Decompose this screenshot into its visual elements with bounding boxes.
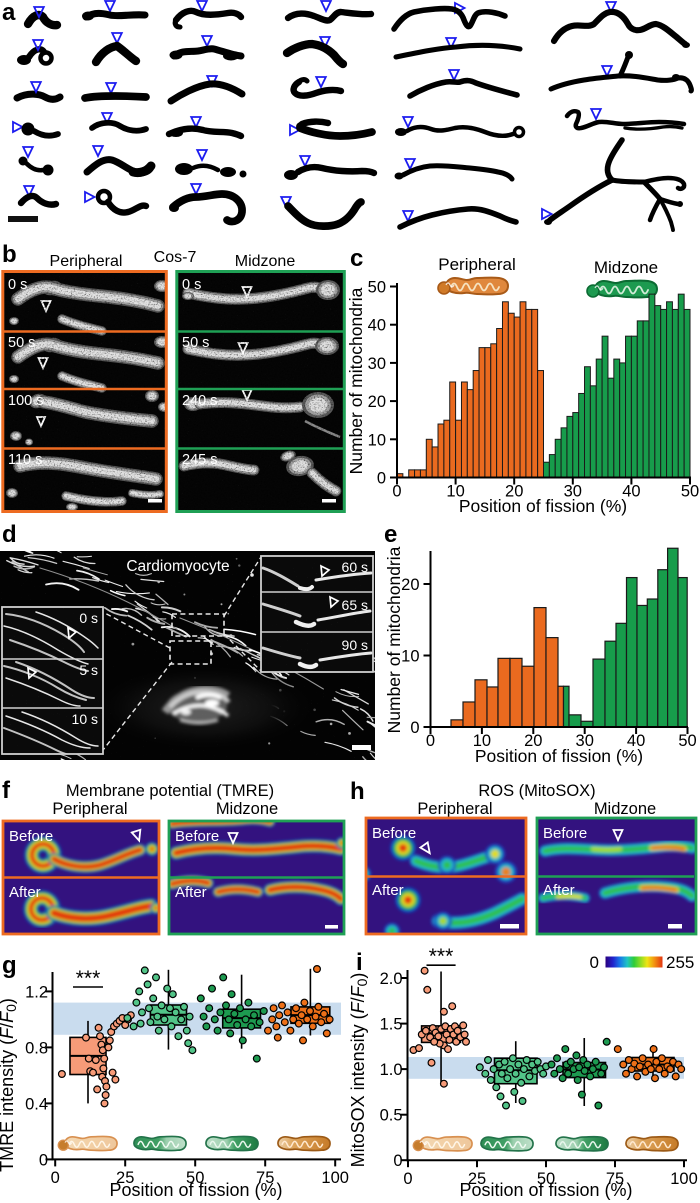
svg-text:0.5: 0.5 xyxy=(380,1107,403,1125)
svg-text:10: 10 xyxy=(368,431,386,449)
svg-text:50 s: 50 s xyxy=(8,335,35,351)
svg-text:Position of fission (%): Position of fission (%) xyxy=(475,746,643,766)
svg-text:1.2: 1.2 xyxy=(25,983,48,1001)
svg-text:0 s: 0 s xyxy=(182,277,201,293)
svg-text:20: 20 xyxy=(401,576,419,594)
svg-text:30: 30 xyxy=(368,355,386,373)
svg-text:50: 50 xyxy=(368,279,386,297)
svg-text:25: 25 xyxy=(468,1170,486,1188)
svg-text:20: 20 xyxy=(368,393,386,411)
svg-text:b: b xyxy=(2,241,17,268)
svg-text:50: 50 xyxy=(186,1169,204,1187)
svg-text:0: 0 xyxy=(377,470,386,488)
svg-text:Position of fission (%): Position of fission (%) xyxy=(109,1180,282,1200)
svg-text:Peripheral: Peripheral xyxy=(438,255,516,274)
svg-text:0: 0 xyxy=(426,732,435,750)
svg-text:10 s: 10 s xyxy=(72,711,98,727)
svg-text:100 s: 100 s xyxy=(8,393,43,409)
svg-text:75: 75 xyxy=(256,1169,274,1187)
svg-text:MitoSOX intensity (F/F0): MitoSOX intensity (F/F0) xyxy=(348,973,370,1168)
svg-text:0: 0 xyxy=(410,719,419,737)
svg-text:0.8: 0.8 xyxy=(25,1039,48,1057)
svg-text:Peripheral: Peripheral xyxy=(50,253,123,270)
svg-text:Membrane potential (TMRE): Membrane potential (TMRE) xyxy=(66,782,274,800)
svg-text:255: 255 xyxy=(666,953,694,972)
svg-text:e: e xyxy=(384,521,397,548)
svg-text:g: g xyxy=(2,952,17,979)
svg-text:Midzone: Midzone xyxy=(594,800,656,818)
svg-text:Before: Before xyxy=(372,825,416,842)
svg-text:0: 0 xyxy=(392,483,401,501)
svg-text:ROS (MitoSOX): ROS (MitoSOX) xyxy=(478,782,595,800)
svg-text:Number of mitochondria: Number of mitochondria xyxy=(384,546,404,733)
svg-text:a: a xyxy=(2,0,16,26)
svg-text:***: *** xyxy=(76,967,101,990)
svg-text:i: i xyxy=(356,949,363,976)
svg-text:10: 10 xyxy=(473,732,491,750)
svg-text:After: After xyxy=(543,882,575,899)
svg-text:10: 10 xyxy=(401,648,419,666)
svg-text:110 s: 110 s xyxy=(8,452,42,468)
svg-text:50 s: 50 s xyxy=(182,335,209,351)
svg-text:d: d xyxy=(2,521,17,548)
svg-text:10: 10 xyxy=(446,483,464,501)
svg-text:Number of mitochondria: Number of mitochondria xyxy=(346,287,366,474)
svg-text:65 s: 65 s xyxy=(342,597,368,613)
svg-text:After: After xyxy=(372,882,404,899)
svg-text:100: 100 xyxy=(321,1169,349,1187)
svg-text:Before: Before xyxy=(9,828,53,845)
svg-text:Midzone: Midzone xyxy=(594,258,658,277)
svg-text:***: *** xyxy=(429,945,454,968)
svg-text:30: 30 xyxy=(564,483,582,501)
svg-text:f: f xyxy=(2,777,11,804)
svg-text:Peripheral: Peripheral xyxy=(417,800,492,818)
svg-text:75: 75 xyxy=(606,1170,624,1188)
svg-text:Position of fission (%): Position of fission (%) xyxy=(459,1180,632,1200)
svg-text:1.5: 1.5 xyxy=(380,1016,403,1034)
svg-text:50: 50 xyxy=(537,1170,555,1188)
svg-text:Cos-7: Cos-7 xyxy=(154,249,197,266)
svg-text:1.0: 1.0 xyxy=(380,1061,403,1079)
svg-text:25: 25 xyxy=(116,1169,134,1187)
svg-text:Before: Before xyxy=(175,828,219,845)
svg-text:h: h xyxy=(350,778,365,805)
svg-text:2.0: 2.0 xyxy=(380,970,403,988)
svg-text:Position of fission (%): Position of fission (%) xyxy=(459,496,627,516)
svg-text:0 s: 0 s xyxy=(79,610,98,626)
svg-text:0: 0 xyxy=(403,1170,412,1188)
svg-text:240 s: 240 s xyxy=(182,393,217,409)
svg-text:0: 0 xyxy=(39,1151,48,1169)
svg-text:90 s: 90 s xyxy=(342,637,368,653)
svg-text:After: After xyxy=(175,884,207,901)
svg-text:Peripheral: Peripheral xyxy=(52,800,127,818)
svg-text:TMRE intensity (F/F0): TMRE intensity (F/F0) xyxy=(0,998,19,1172)
svg-text:20: 20 xyxy=(505,483,523,501)
svg-text:20: 20 xyxy=(524,732,542,750)
svg-text:5 s: 5 s xyxy=(79,662,98,678)
svg-text:After: After xyxy=(9,884,41,901)
svg-text:Midzone: Midzone xyxy=(235,253,296,270)
svg-text:50: 50 xyxy=(678,732,696,750)
svg-text:60 s: 60 s xyxy=(342,559,368,575)
svg-text:40: 40 xyxy=(627,732,645,750)
svg-text:0: 0 xyxy=(393,1152,402,1170)
svg-text:Cardiomyocyte: Cardiomyocyte xyxy=(126,558,229,575)
svg-text:Before: Before xyxy=(543,825,587,842)
svg-text:40: 40 xyxy=(368,317,386,335)
svg-text:Midzone: Midzone xyxy=(216,800,278,818)
svg-text:245 s: 245 s xyxy=(182,452,217,468)
svg-text:30: 30 xyxy=(576,732,594,750)
svg-text:0: 0 xyxy=(51,1169,60,1187)
svg-text:100: 100 xyxy=(670,1170,698,1188)
svg-text:c: c xyxy=(350,245,363,272)
svg-text:50: 50 xyxy=(681,483,699,501)
svg-text:0: 0 xyxy=(590,953,599,972)
svg-text:0.4: 0.4 xyxy=(25,1095,48,1113)
svg-text:0 s: 0 s xyxy=(8,277,27,293)
svg-text:40: 40 xyxy=(622,483,640,501)
